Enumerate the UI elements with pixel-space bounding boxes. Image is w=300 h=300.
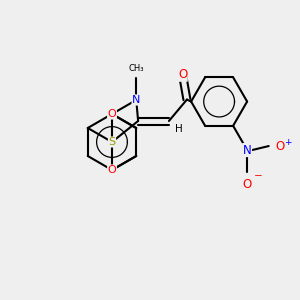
Text: H: H: [175, 124, 183, 134]
Text: +: +: [284, 137, 291, 146]
Text: O: O: [242, 178, 252, 191]
Text: O: O: [108, 109, 116, 119]
Text: O: O: [108, 165, 116, 175]
Text: O: O: [276, 140, 285, 152]
Text: CH₃: CH₃: [128, 64, 144, 73]
Text: N: N: [243, 143, 251, 157]
Text: −: −: [254, 171, 263, 181]
Text: O: O: [178, 68, 187, 81]
Text: S: S: [108, 137, 116, 147]
Text: N: N: [132, 95, 140, 105]
